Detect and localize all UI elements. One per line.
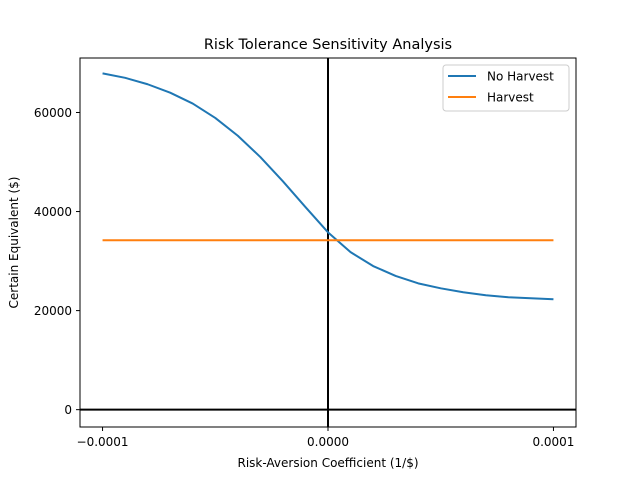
y-axis-label: Certain Equivalent ($) <box>7 177 21 309</box>
reference-lines <box>80 58 576 427</box>
series-line-no-harvest <box>102 72 554 301</box>
plot-area: −0.0001 0.0000 0.0001 0 20000 40000 60000 <box>34 57 577 449</box>
y-tick-label: 60000 <box>34 106 72 120</box>
y-tick-label: 20000 <box>34 304 72 318</box>
y-tick-label: 40000 <box>34 205 72 219</box>
series-layer <box>102 72 554 301</box>
legend-label-harvest: Harvest <box>487 91 534 105</box>
chart-title: Risk Tolerance Sensitivity Analysis <box>204 37 452 53</box>
x-axis-label: Risk-Aversion Coefficient (1/$) <box>237 456 418 470</box>
x-axis-ticks: −0.0001 0.0000 0.0001 <box>77 427 574 449</box>
legend-label-no-harvest: No Harvest <box>487 70 554 84</box>
legend: No Harvest Harvest <box>442 64 570 112</box>
y-tick-label: 0 <box>64 403 72 417</box>
x-tick-label: 0.0000 <box>307 435 349 449</box>
x-tick-label: 0.0001 <box>532 435 574 449</box>
x-tick-label: −0.0001 <box>77 435 129 449</box>
y-axis-ticks: 0 20000 40000 60000 <box>34 106 80 417</box>
